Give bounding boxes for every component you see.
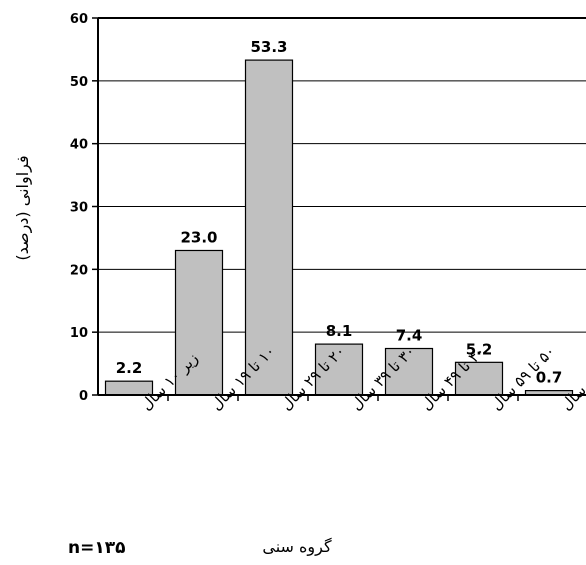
y-tick-label: 10 <box>70 326 88 341</box>
data-label: 0.7 <box>536 369 563 387</box>
y-tick-label: 60 <box>70 12 88 27</box>
axes <box>97 18 586 396</box>
data-label: 5.2 <box>466 340 493 358</box>
bars <box>104 59 574 396</box>
y-tick-labels: 0 10 20 30 40 50 60 <box>70 12 88 404</box>
data-label: 2.2 <box>116 359 143 377</box>
data-labels: 2.2 23.0 53.3 8.1 7.4 5.2 0.7 <box>116 38 563 387</box>
y-tick-label: 50 <box>70 75 88 90</box>
y-tick-label: 40 <box>70 138 88 153</box>
y-axis-title: فراوانی (درصد) <box>13 155 33 260</box>
bar <box>454 361 504 396</box>
y-tick-label: 30 <box>70 201 88 216</box>
y-tick-label: 20 <box>70 263 88 278</box>
data-label: 23.0 <box>180 228 217 246</box>
x-axis-title: گروه سنی <box>262 537 332 557</box>
sample-size-note: n=۱۳۵ <box>68 538 125 558</box>
data-label: 53.3 <box>250 38 287 56</box>
data-label: 8.1 <box>326 322 353 340</box>
bar <box>244 59 294 396</box>
data-label: 7.4 <box>396 327 423 345</box>
y-tick-label: 0 <box>79 389 88 404</box>
